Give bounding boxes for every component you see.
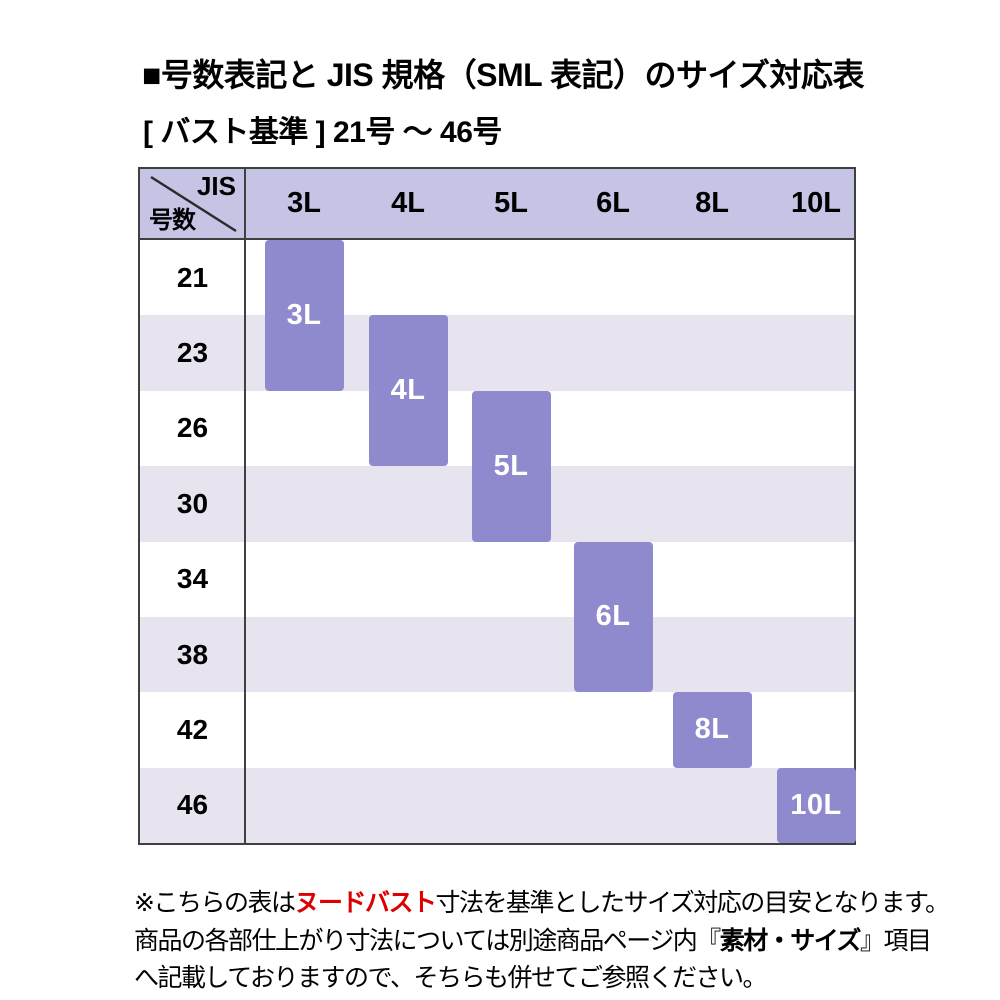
column-header-3l: 3L bbox=[287, 187, 321, 219]
table-row-21: 21 bbox=[140, 240, 854, 315]
footnote-text: 商品の各部仕上がり寸法については別途商品ページ内『 bbox=[134, 926, 721, 955]
table-row-42: 42 bbox=[140, 692, 854, 767]
row-label-30: 30 bbox=[176, 487, 209, 519]
row-label-38: 38 bbox=[176, 638, 209, 670]
page-subtitle: [ バスト基準 ] 21号 ～ 46号 bbox=[143, 116, 502, 149]
footnote-text: ※こちらの表は bbox=[134, 889, 296, 917]
row-label-34: 34 bbox=[176, 563, 209, 595]
corner-cell: JIS 号数 bbox=[140, 169, 245, 238]
corner-label-jis: JIS bbox=[196, 171, 236, 201]
footnote-line-2: 商品の各部仕上がり寸法については別途商品ページ内『素材・サイズ』項目 bbox=[134, 923, 948, 961]
column-header-8l: 8L bbox=[695, 187, 729, 219]
table-row-46: 46 bbox=[140, 767, 854, 843]
size-block-5l: 5L bbox=[471, 390, 551, 542]
size-table: JIS 号数 3L 4L 5L 6L 8L 10L 21 23 26 30 34 38 42 46 3L… bbox=[138, 167, 856, 845]
row-label-26: 26 bbox=[176, 412, 209, 444]
table-row-38: 38 bbox=[140, 616, 854, 693]
size-block-4l: 4L bbox=[368, 315, 448, 467]
row-label-21: 21 bbox=[176, 261, 209, 293]
label-column-divider bbox=[244, 169, 246, 843]
table-header: JIS 号数 3L 4L 5L 6L 8L 10L bbox=[140, 169, 854, 240]
size-block-10l: 10L bbox=[776, 767, 856, 843]
row-label-46: 46 bbox=[176, 789, 209, 821]
row-label-23: 23 bbox=[176, 337, 209, 369]
table-row-26: 26 bbox=[140, 391, 854, 466]
footnote-line-3: へ記載しておりますので、そちらも併せてご参照ください。 bbox=[134, 964, 768, 992]
page-title: ■号数表記と JIS 規格（SML 表記）のサイズ対応表 bbox=[142, 57, 865, 93]
column-header-6l: 6L bbox=[596, 187, 630, 219]
table-row-23: 23 bbox=[140, 315, 854, 391]
corner-label-gosu: 号数 bbox=[149, 207, 196, 234]
footnote-line-1: ※こちらの表はヌードバスト寸法を基準としたサイズ対応の目安となります。 bbox=[134, 885, 950, 923]
footnote: ※こちらの表はヌードバスト寸法を基準としたサイズ対応の目安となります。 商品の各… bbox=[134, 885, 950, 998]
column-header-10l: 10L bbox=[791, 187, 841, 219]
material-size-bold: 素材・サイズ bbox=[719, 926, 862, 955]
column-header-5l: 5L bbox=[494, 187, 528, 219]
row-label-42: 42 bbox=[176, 713, 209, 745]
column-header-4l: 4L bbox=[391, 187, 425, 219]
diagonal-line-icon bbox=[150, 175, 237, 233]
size-block-6l: 6L bbox=[573, 541, 653, 693]
table-row-34: 34 bbox=[140, 542, 854, 617]
size-block-8l: 8L bbox=[672, 692, 752, 768]
footnote-text: 』項目 bbox=[860, 926, 932, 955]
table-body: 21 23 26 30 34 38 42 46 bbox=[140, 240, 854, 843]
size-block-3l: 3L bbox=[264, 240, 344, 391]
nude-bust-highlight: ヌードバスト bbox=[294, 889, 437, 917]
footnote-text: 寸法を基準としたサイズ対応の目安となります。 bbox=[435, 889, 950, 917]
